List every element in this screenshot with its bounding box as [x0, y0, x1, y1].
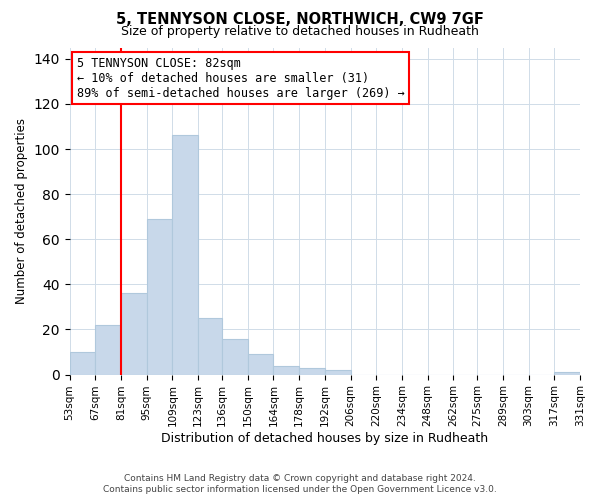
Bar	[147, 219, 172, 374]
Y-axis label: Number of detached properties: Number of detached properties	[15, 118, 28, 304]
Bar	[172, 136, 198, 374]
Bar	[121, 294, 147, 374]
Bar	[198, 318, 222, 374]
Bar	[70, 352, 95, 374]
Text: Size of property relative to detached houses in Rudheath: Size of property relative to detached ho…	[121, 25, 479, 38]
Text: 5 TENNYSON CLOSE: 82sqm
← 10% of detached houses are smaller (31)
89% of semi-de: 5 TENNYSON CLOSE: 82sqm ← 10% of detache…	[77, 56, 405, 100]
Bar	[554, 372, 580, 374]
Bar	[248, 354, 274, 374]
Text: 5, TENNYSON CLOSE, NORTHWICH, CW9 7GF: 5, TENNYSON CLOSE, NORTHWICH, CW9 7GF	[116, 12, 484, 28]
Bar	[222, 338, 248, 374]
Bar	[95, 325, 121, 374]
Bar	[325, 370, 350, 374]
Bar	[299, 368, 325, 374]
Bar	[274, 366, 299, 374]
X-axis label: Distribution of detached houses by size in Rudheath: Distribution of detached houses by size …	[161, 432, 488, 445]
Text: Contains HM Land Registry data © Crown copyright and database right 2024.
Contai: Contains HM Land Registry data © Crown c…	[103, 474, 497, 494]
